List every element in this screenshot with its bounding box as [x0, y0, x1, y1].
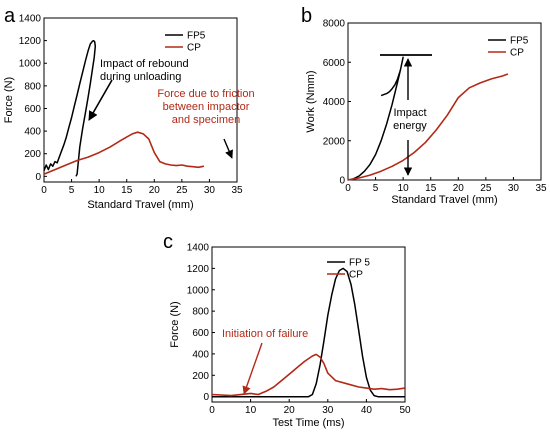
y-tick-label: 1000: [19, 59, 42, 70]
series-line-cp: [211, 353, 406, 397]
series-line-fp5: [43, 39, 97, 177]
x-tick-label: 15: [121, 185, 133, 196]
legend-label: CP: [187, 43, 201, 54]
series-line-cp: [43, 131, 205, 175]
x-tick-label: 20: [149, 185, 161, 196]
annotation-text: Force due to friction: [157, 88, 254, 100]
y-tick-label: 400: [24, 127, 41, 138]
x-tick-label: 5: [69, 185, 75, 196]
x-tick-label: 0: [345, 183, 351, 194]
annotation-text: Impact: [393, 107, 426, 119]
y-tick-label: 4000: [323, 97, 346, 108]
x-tick-label: 15: [425, 183, 437, 194]
panel-letter-b: b: [301, 5, 312, 27]
legend-label: FP5: [510, 36, 529, 47]
y-tick-label: 800: [24, 81, 41, 92]
x-tick-label: 10: [398, 183, 410, 194]
x-tick-label: 40: [361, 405, 373, 416]
legend-label: CP: [510, 48, 524, 59]
x-axis-title: Standard Travel (mm): [391, 194, 497, 206]
series-line-fp5: [347, 56, 404, 181]
annotation-arrow: [88, 79, 113, 121]
y-tick-label: 1400: [187, 243, 210, 254]
panel-letter-a: a: [4, 5, 16, 27]
y-tick-label: 600: [192, 328, 209, 339]
x-tick-label: 30: [508, 183, 520, 194]
x-tick-label: 30: [204, 185, 216, 196]
y-tick-label: 1200: [19, 36, 42, 47]
annotation-text: Initiation of failure: [222, 328, 308, 340]
y-tick-label: 0: [35, 172, 41, 183]
annotation-text: Impact of rebound: [100, 58, 189, 70]
y-tick-label: 600: [24, 104, 41, 115]
x-axis-title: Standard Travel (mm): [87, 199, 193, 211]
y-tick-label: 0: [203, 392, 209, 403]
x-tick-label: 30: [322, 405, 334, 416]
x-tick-label: 20: [284, 405, 296, 416]
x-tick-label: 5: [373, 183, 379, 194]
y-tick-label: 6000: [323, 58, 346, 69]
y-tick-label: 800: [192, 307, 209, 318]
panel-letter-c: c: [163, 231, 173, 253]
annotation-arrow: [223, 138, 233, 159]
y-tick-label: 400: [192, 349, 209, 360]
y-axis-title: Work (Nmm): [305, 70, 317, 132]
y-tick-label: 1200: [187, 264, 210, 275]
plot-frame: [43, 17, 238, 183]
x-tick-label: 50: [399, 405, 411, 416]
x-tick-label: 10: [94, 185, 106, 196]
y-tick-label: 8000: [323, 19, 346, 30]
y-tick-label: 200: [24, 149, 41, 160]
annotation-text: during unloading: [100, 71, 181, 83]
x-axis-title: Test Time (ms): [272, 417, 344, 429]
x-tick-label: 0: [209, 405, 215, 416]
x-tick-label: 25: [480, 183, 492, 194]
x-tick-label: 35: [535, 183, 547, 194]
y-axis-title: Force (N): [3, 77, 15, 123]
x-tick-label: 20: [453, 183, 465, 194]
y-tick-label: 1400: [19, 14, 42, 25]
x-tick-label: 25: [176, 185, 188, 196]
series-line-cp: [347, 73, 509, 181]
y-tick-label: 200: [192, 371, 209, 382]
y-tick-label: 1000: [187, 285, 210, 296]
annotation-text: between impactor: [163, 101, 250, 113]
x-tick-label: 0: [41, 185, 47, 196]
chart-panel-b: 0 5 10 15 20 25 30 35 0 2000 4000 6000 8000 Standard …: [305, 19, 547, 207]
legend-label: CP: [349, 270, 363, 281]
y-tick-label: 2000: [323, 136, 346, 147]
legend-label: FP5: [187, 31, 206, 42]
annotation-text: energy: [393, 120, 427, 132]
y-axis-title: Force (N): [169, 301, 181, 347]
chart-panel-a: 0 5 10 15 20 25 30 35 0 200 400 600 800 1000 1200 1400 S…: [3, 14, 255, 212]
y-tick-label: 0: [339, 176, 345, 187]
chart-panel-c: 0 10 20 30 40 50 0 200 400 600 800 1000 1200 1400 Test…: [169, 243, 411, 430]
x-tick-label: 10: [245, 405, 257, 416]
annotation-text: and specimen: [172, 114, 241, 126]
x-tick-label: 35: [231, 185, 243, 196]
annotation-arrow: [242, 342, 263, 395]
plot-frame: [211, 246, 406, 403]
legend-label: FP 5: [349, 258, 370, 269]
